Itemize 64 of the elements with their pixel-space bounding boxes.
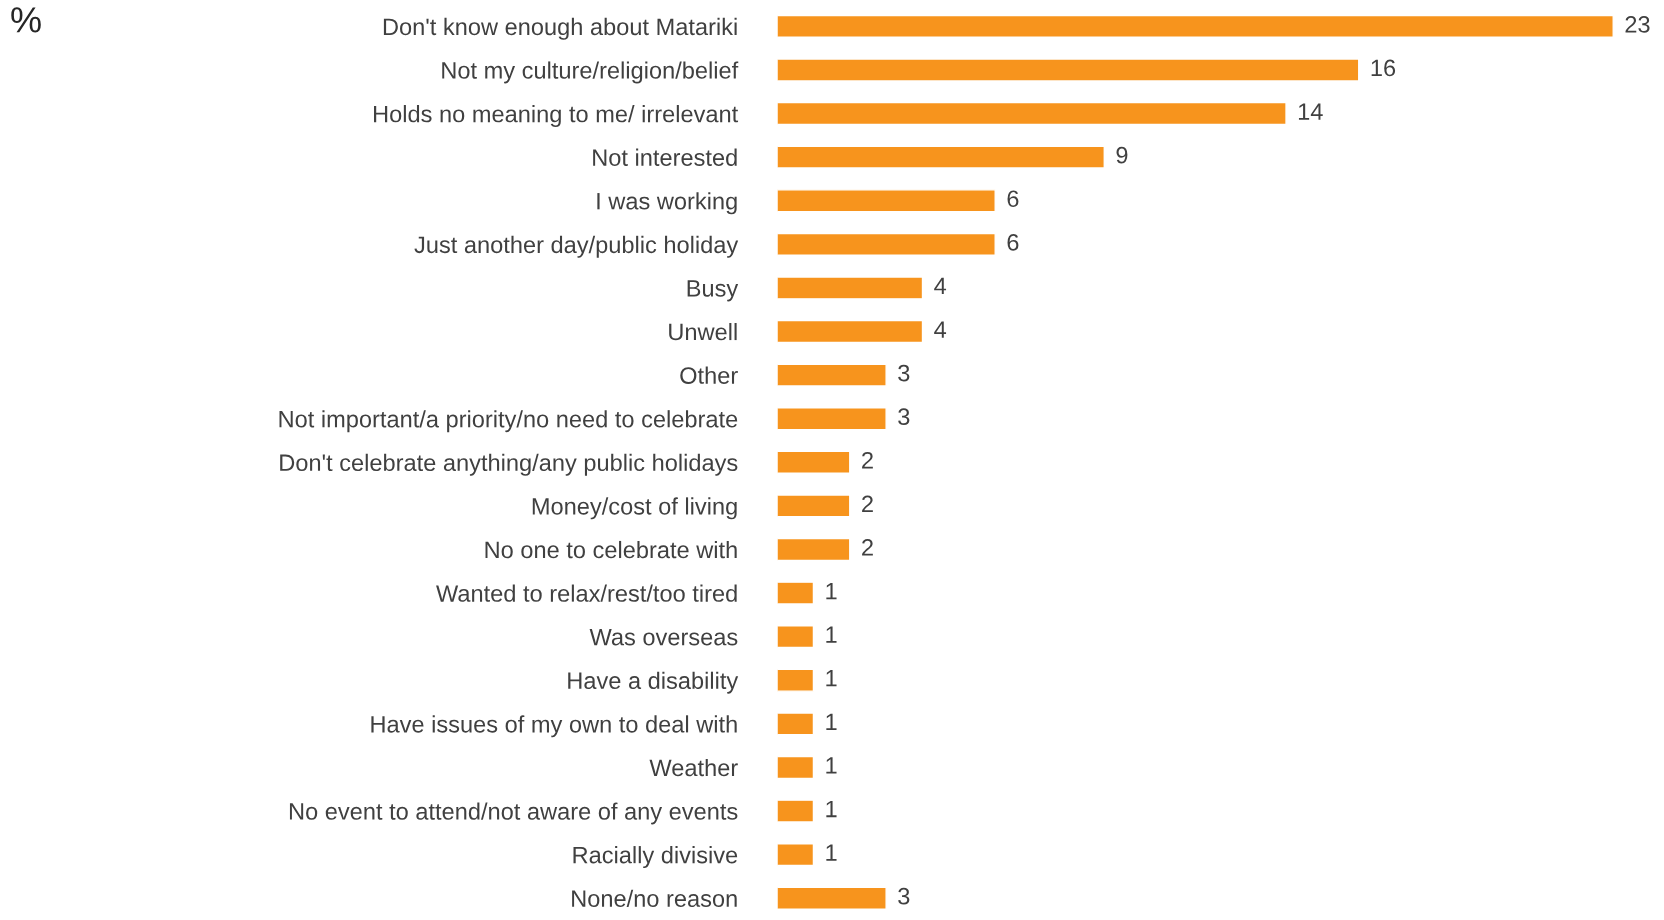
data-label: 14 bbox=[1298, 103, 1323, 120]
bar bbox=[777, 407, 887, 431]
y-tick-label: Not my culture/religion/belief bbox=[442, 61, 739, 84]
bar bbox=[777, 276, 924, 300]
y-tick-label: Not important/a priority/no need to celebrate bbox=[279, 410, 738, 433]
bar bbox=[777, 755, 815, 780]
data-label: 2 bbox=[862, 495, 873, 512]
text: % bbox=[11, 7, 41, 33]
data-label: 3 bbox=[898, 364, 910, 382]
y-tick-label: Other bbox=[680, 366, 738, 384]
bar bbox=[777, 581, 815, 605]
data-label: 1 bbox=[826, 757, 837, 774]
bar bbox=[777, 668, 815, 692]
bar bbox=[777, 14, 1614, 38]
y-tick-label: Unwell bbox=[669, 322, 737, 341]
bar bbox=[777, 58, 1360, 82]
bar bbox=[777, 319, 924, 344]
data-label: 1 bbox=[826, 582, 837, 600]
bar bbox=[777, 625, 815, 649]
y-tick-label: Have issues of my own to deal with bbox=[371, 715, 737, 738]
data-label: 16 bbox=[1371, 59, 1396, 77]
bar bbox=[777, 189, 996, 213]
bar bbox=[777, 537, 851, 562]
data-label: 23 bbox=[1625, 16, 1650, 33]
bar bbox=[777, 145, 1105, 169]
data-label: 3 bbox=[898, 408, 910, 426]
y-tick-label: Don't know enough about Matariki bbox=[383, 17, 737, 40]
data-label: 6 bbox=[1007, 233, 1019, 251]
y-tick-label: Don't celebrate anything/any public holidays bbox=[280, 453, 738, 476]
y-tick-label: Not interested bbox=[593, 148, 737, 166]
data-label: 2 bbox=[862, 451, 873, 469]
y-tick-label: Weather bbox=[649, 758, 738, 777]
y-tick-label: I was working bbox=[597, 192, 737, 215]
data-label: 4 bbox=[934, 277, 947, 295]
y-tick-label: None/no reason bbox=[572, 889, 737, 907]
y-tick-label: No one to celebrate with bbox=[485, 540, 737, 559]
data-label: 2 bbox=[862, 539, 873, 556]
bar bbox=[777, 712, 815, 736]
data-label: 1 bbox=[826, 713, 837, 730]
data-label: 6 bbox=[1007, 190, 1019, 208]
y-tick-label: Busy bbox=[687, 280, 739, 302]
y-tick-label: Just another day/public holiday bbox=[414, 235, 739, 258]
data-label: 1 bbox=[826, 626, 837, 643]
data-label: 9 bbox=[1116, 146, 1128, 164]
y-tick-label: Have a disability bbox=[568, 671, 739, 694]
y-tick-label: Wanted to relax/rest/too tired bbox=[436, 584, 737, 602]
y-tick-label: Racially divisive bbox=[573, 846, 738, 869]
y-tick-label: Was overseas bbox=[589, 628, 738, 646]
y-tick-label: No event to attend/not aware of any events bbox=[289, 802, 738, 825]
data-label: 1 bbox=[826, 844, 837, 861]
bar bbox=[777, 843, 815, 867]
bar bbox=[777, 232, 996, 256]
data-label: 1 bbox=[826, 670, 837, 687]
data-label: 1 bbox=[826, 800, 837, 818]
y-tick-label: Money/cost of living bbox=[532, 497, 737, 520]
bar bbox=[777, 886, 887, 910]
bar bbox=[777, 450, 851, 474]
data-label: 4 bbox=[934, 321, 947, 338]
bar bbox=[777, 101, 1287, 126]
bar bbox=[777, 363, 887, 387]
data-label: 3 bbox=[898, 887, 910, 905]
y-tick-label: Holds no meaning to me/ irrelevant bbox=[374, 105, 739, 128]
bar bbox=[777, 494, 851, 518]
bar bbox=[777, 799, 815, 823]
